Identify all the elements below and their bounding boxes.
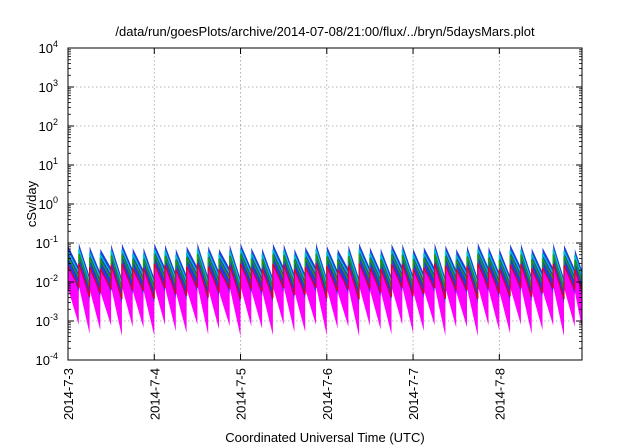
y-axis-label: cSv/day: [24, 180, 39, 227]
y-tick-label: 10-1: [36, 234, 58, 251]
y-tick-label: 10-4: [36, 351, 58, 368]
x-tick-label: 2014-7-4: [147, 368, 162, 420]
x-tick-label: 2014-7-8: [492, 368, 507, 420]
series-band-outer: [68, 256, 582, 337]
y-tick-label: 101: [39, 156, 58, 173]
y-tick-label: 10-3: [36, 312, 58, 329]
plot-area: 104 103 102 101 100 10-1 10-2 10-3 10-4 2014-7-3…: [36, 39, 583, 420]
y-tick-label: 10-2: [36, 273, 58, 290]
series-line-red: [67, 263, 583, 300]
x-tick-label: 2014-7-6: [320, 368, 335, 420]
x-tick-label: 2014-7-3: [61, 368, 76, 420]
x-tick-label: 2014-7-5: [234, 368, 249, 420]
y-tick-label: 103: [39, 78, 58, 95]
y-tick-label: 102: [39, 117, 58, 134]
series-band-mid: [68, 243, 582, 304]
x-axis-ticks: 2014-7-3 2014-7-4 2014-7-5 2014-7-6 2014-7-7…: [61, 48, 507, 420]
x-tick-label: 2014-7-7: [406, 368, 421, 420]
data-series: [67, 243, 583, 337]
chart-title: /data/run/goesPlots/archive/2014-07-08/2…: [115, 24, 535, 39]
y-tick-label: 100: [39, 195, 58, 212]
x-axis-label: Coordinated Universal Time (UTC): [225, 430, 424, 445]
y-axis-ticks: 104 103 102 101 100 10-1 10-2 10-3 10-4: [36, 39, 582, 368]
y-tick-label: 104: [39, 39, 58, 56]
